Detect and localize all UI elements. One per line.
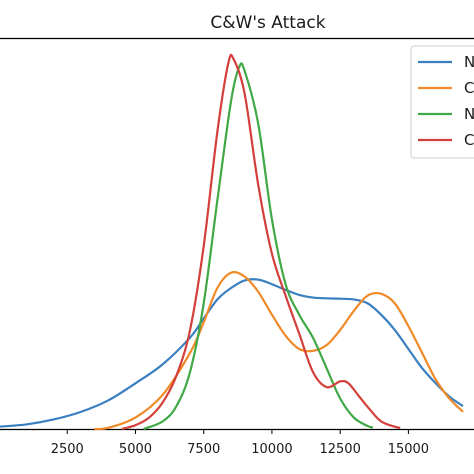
legend-label-1: N bbox=[464, 53, 474, 71]
series-line-3 bbox=[143, 62, 374, 431]
series-layer bbox=[0, 53, 464, 431]
x-tick-label: 7500 bbox=[187, 442, 220, 457]
x-tick-label: 2500 bbox=[51, 442, 84, 457]
x-tick-label: 5000 bbox=[119, 442, 152, 457]
legend-label-4: C bbox=[464, 131, 474, 149]
x-tick-label: 15000 bbox=[388, 442, 429, 457]
x-axis-ticks: 2500 5000 7500 10000 12500 15000 bbox=[51, 429, 429, 457]
legend-box bbox=[410, 45, 474, 159]
plot-area: 2500 5000 7500 10000 12500 15000 bbox=[0, 37, 474, 457]
x-tick-label: 10000 bbox=[251, 442, 292, 457]
legend-label-2: C bbox=[464, 79, 474, 97]
x-tick-label: 12500 bbox=[319, 442, 360, 457]
series-line-2 bbox=[94, 271, 464, 431]
series-line-1 bbox=[0, 278, 464, 428]
series-line-4 bbox=[121, 53, 401, 431]
legend-label-3: N bbox=[464, 105, 474, 123]
chart-title: C&W's Attack bbox=[210, 13, 325, 33]
